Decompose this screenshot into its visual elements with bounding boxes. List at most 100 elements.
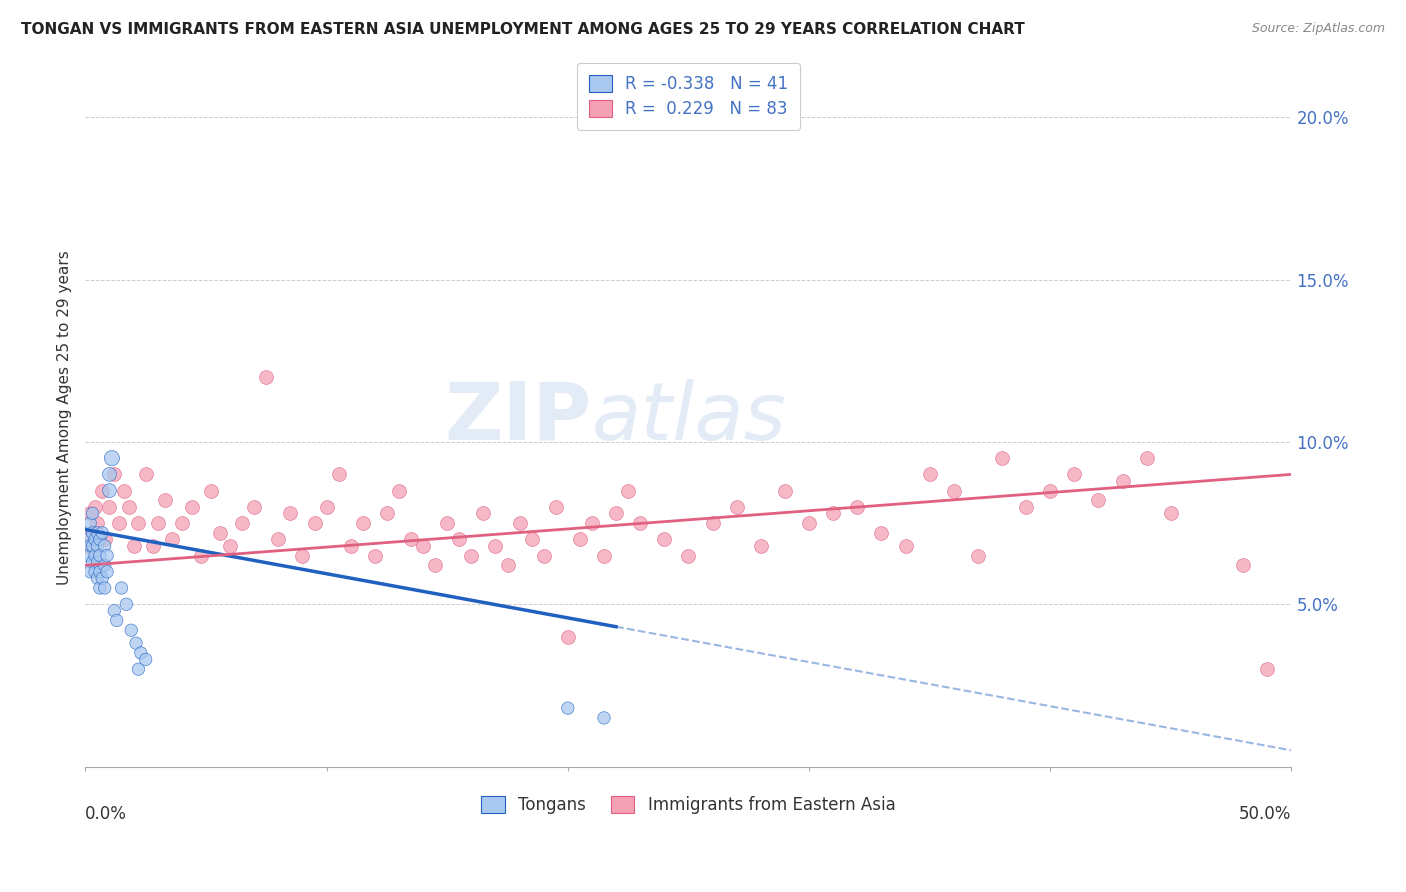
Point [127, 516, 149, 530]
Point [533, 549, 555, 563]
Point [86, 525, 108, 540]
Point [412, 539, 434, 553]
Text: ZIP: ZIP [444, 378, 592, 457]
Point [1111, 474, 1133, 488]
Point [82, 525, 104, 540]
Point [823, 506, 845, 520]
Point [84, 549, 107, 563]
Point [93, 533, 115, 547]
Point [593, 711, 616, 725]
Point [96, 549, 118, 563]
Text: Source: ZipAtlas.com: Source: ZipAtlas.com [1251, 22, 1385, 36]
Point [280, 506, 302, 520]
Point [122, 539, 145, 553]
Point [254, 370, 277, 384]
Y-axis label: Unemployment Among Ages 25 to 29 years: Unemployment Among Ages 25 to 29 years [58, 250, 72, 585]
Point [76, 549, 98, 563]
Text: 50.0%: 50.0% [1239, 805, 1292, 823]
Point [103, 467, 125, 482]
Point [1015, 500, 1038, 514]
Point [76, 533, 98, 547]
Point [115, 597, 138, 611]
Point [942, 483, 965, 498]
Point [364, 549, 387, 563]
Point [375, 506, 398, 520]
Point [209, 525, 232, 540]
Point [304, 516, 326, 530]
Point [82, 506, 104, 520]
Point [1160, 506, 1182, 520]
Point [1039, 483, 1062, 498]
Point [76, 539, 98, 553]
Point [678, 549, 700, 563]
Point [568, 533, 591, 547]
Point [423, 558, 446, 573]
Point [180, 500, 202, 514]
Point [352, 516, 374, 530]
Text: atlas: atlas [592, 378, 787, 457]
Point [267, 533, 290, 547]
Point [82, 555, 104, 569]
Point [460, 549, 482, 563]
Point [93, 558, 115, 573]
Point [894, 539, 917, 553]
Point [96, 565, 118, 579]
Point [129, 646, 152, 660]
Point [153, 493, 176, 508]
Point [870, 525, 893, 540]
Point [1232, 558, 1254, 573]
Point [1087, 493, 1109, 508]
Point [79, 565, 101, 579]
Point [617, 483, 640, 498]
Point [84, 533, 107, 547]
Point [89, 549, 111, 563]
Point [725, 500, 748, 514]
Point [105, 614, 128, 628]
Text: TONGAN VS IMMIGRANTS FROM EASTERN ASIA UNEMPLOYMENT AMONG AGES 25 TO 29 YEARS CO: TONGAN VS IMMIGRANTS FROM EASTERN ASIA U… [21, 22, 1025, 37]
Point [509, 516, 531, 530]
Point [918, 467, 941, 482]
Point [315, 500, 337, 514]
Point [593, 549, 616, 563]
Point [773, 483, 796, 498]
Point [846, 500, 869, 514]
Point [652, 533, 675, 547]
Point [142, 539, 165, 553]
Point [581, 516, 603, 530]
Point [1063, 467, 1085, 482]
Point [91, 483, 114, 498]
Point [91, 525, 114, 540]
Point [1136, 451, 1159, 466]
Point [86, 516, 108, 530]
Point [557, 701, 579, 715]
Point [112, 483, 135, 498]
Point [125, 636, 148, 650]
Point [135, 652, 157, 666]
Point [436, 516, 458, 530]
Point [79, 516, 101, 530]
Point [472, 506, 495, 520]
Point [108, 516, 131, 530]
Point [76, 533, 98, 547]
Point [1256, 662, 1278, 676]
Point [98, 500, 121, 514]
Point [86, 539, 108, 553]
Point [190, 549, 212, 563]
Point [339, 539, 361, 553]
Point [219, 539, 242, 553]
Point [84, 565, 107, 579]
Point [605, 506, 627, 520]
Point [103, 604, 125, 618]
Point [991, 451, 1014, 466]
Point [93, 539, 115, 553]
Point [120, 624, 142, 638]
Point [79, 506, 101, 520]
Point [328, 467, 350, 482]
Point [89, 533, 111, 547]
Point [79, 539, 101, 553]
Point [399, 533, 422, 547]
Point [86, 571, 108, 585]
Point [557, 630, 579, 644]
Point [749, 539, 772, 553]
Point [89, 581, 111, 595]
